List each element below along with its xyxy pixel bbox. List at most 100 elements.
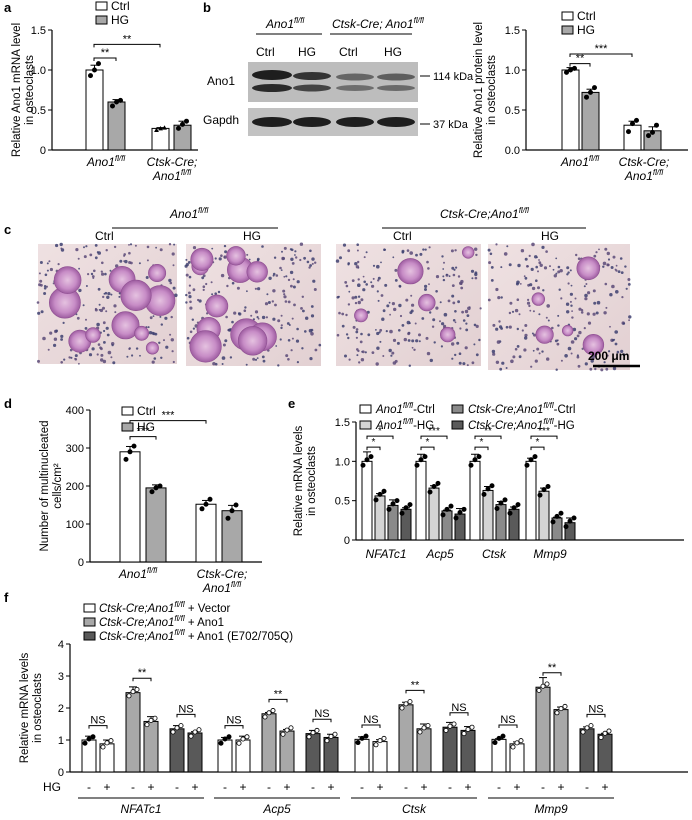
nucleus [426,260,429,264]
bar [374,495,386,541]
nucleus [495,243,498,246]
nucleus [604,247,608,251]
nucleus [537,270,539,273]
nucleus [152,315,155,317]
y-tick-label: 0 [40,145,46,157]
nucleus [265,316,268,319]
nucleus [505,367,508,369]
legend-b-ctrl-text: Ctrl [577,9,596,23]
nucleus [392,256,395,259]
osteoclast-cell [354,308,368,323]
nucleus [439,301,442,304]
sig-bracket [474,435,502,440]
nucleus [576,355,580,359]
nucleus [424,288,427,291]
x-group-label: Ctsk-Cre; [147,155,198,169]
nucleus [347,249,351,253]
data-point [359,735,365,741]
nucleus [62,321,65,324]
nucleus [356,243,360,246]
y-tick-label: 1.5 [505,25,520,37]
nucleus [354,301,358,305]
nucleus [257,287,261,291]
blot-band [252,70,292,80]
nucleus [118,295,121,298]
nucleus [146,245,150,249]
data-point [461,731,467,737]
nucleus [261,245,264,248]
hg-mark: - [131,780,135,794]
nucleus [283,295,287,299]
data-point [373,742,379,748]
nucleus [534,359,538,363]
data-point [306,734,312,740]
nucleus [427,267,430,270]
nucleus [475,353,479,357]
data-point [314,727,320,733]
nucleus [479,307,482,310]
nucleus [347,263,350,266]
nucleus [466,314,470,317]
nucleus [474,272,478,277]
nucleus [508,311,512,315]
nucleus [293,303,296,307]
chart-a: 0 0.5 1.0 1.5 Relative Ano1 mRNA level in ost… [11,0,198,183]
sig-bracket [405,689,425,694]
nucleus [473,323,477,327]
nucleus [410,294,413,297]
nucleus [443,312,448,317]
nucleus [583,285,586,288]
nucleus [355,328,359,331]
data-point [222,736,228,742]
nucleus [370,281,373,284]
y-axis-label: Relative mRNA levels [293,425,305,536]
nucleus [372,264,376,267]
data-point [425,723,431,729]
nucleus [277,364,280,367]
nucleus [93,269,96,273]
nucleus [339,256,342,260]
nucleus [385,330,388,333]
sig-label: ** [576,53,585,65]
micro-group1-label: Ano1fl/fl [169,206,208,221]
nucleus [171,350,174,353]
nucleus [225,315,228,319]
nucleus [382,309,386,313]
panel-letter-e: e [288,396,295,411]
nucleus [491,349,496,354]
nucleus [74,358,78,361]
sig-label: *** [538,426,550,437]
nucleus [105,249,108,252]
nucleus [492,352,496,356]
nucleus [256,316,259,319]
nucleus [291,317,294,320]
nucleus [545,316,548,319]
x-group-label-2: Ano1fl/fl [152,168,191,183]
nucleus [603,361,606,364]
nucleus [451,266,455,270]
nucleus [534,255,538,259]
data-point [288,725,294,731]
y-tick-label: 0.0 [505,145,520,157]
nucleus [354,262,358,266]
nucleus [254,358,258,361]
nucleus [279,266,282,270]
nucleus [421,317,425,320]
y-tick-label: 0.5 [335,496,350,508]
nucleus [620,271,624,274]
nucleus [341,324,345,328]
nucleus [606,354,609,357]
data-point [650,129,656,135]
bar [581,91,600,151]
nucleus [593,254,597,258]
nucleus [475,253,478,257]
nucleus [53,337,58,341]
nucleus [272,289,276,293]
data-point [174,725,180,731]
y-axis-label: Number of multinucleated [39,420,51,551]
bar [145,487,167,563]
bar [305,733,321,773]
nucleus [418,333,421,337]
nucleus [577,364,581,368]
nucleus [451,284,455,287]
